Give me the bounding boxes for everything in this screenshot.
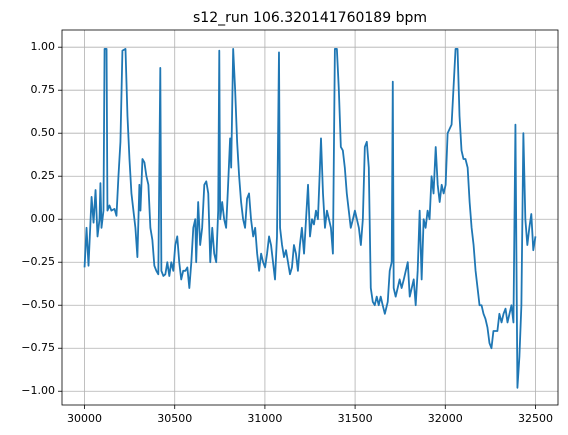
x-tick-label: 31500: [338, 412, 373, 425]
y-tick-label: 1.00: [31, 40, 56, 53]
data-line: [83, 48, 537, 389]
x-tick-label: 30500: [157, 412, 192, 425]
plot-frame: [61, 29, 559, 406]
x-tick-label: 30000: [67, 412, 102, 425]
y-tick-label: −0.50: [21, 298, 55, 311]
y-tick-label: −1.00: [21, 384, 55, 397]
y-tick-label: 0.25: [31, 169, 56, 182]
x-tick-label: 32000: [428, 412, 463, 425]
y-tick-label: 0.75: [31, 83, 56, 96]
chart-title: s12_run 106.320141760189 bpm: [193, 10, 427, 26]
x-tick-label: 31000: [247, 412, 282, 425]
y-tick-label: 0.00: [31, 212, 56, 225]
y-tick-label: 0.50: [31, 126, 56, 139]
x-tick-label: 32500: [518, 412, 553, 425]
y-tick-label: −0.25: [21, 255, 55, 268]
y-tick-label: −0.75: [21, 341, 55, 354]
